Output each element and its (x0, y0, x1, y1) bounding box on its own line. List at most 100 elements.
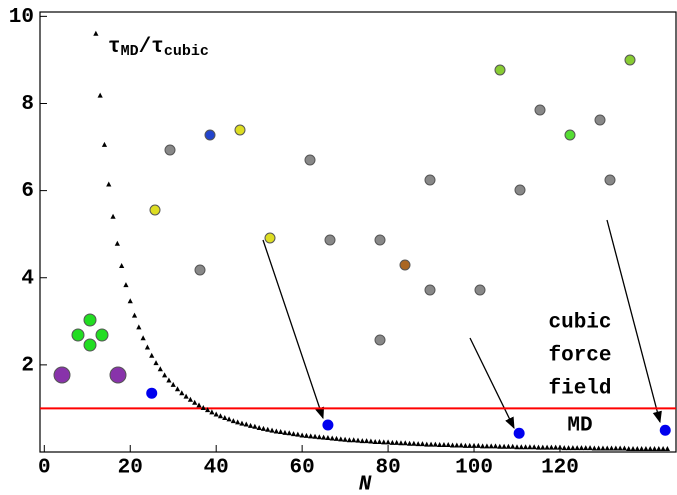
triangle-point (166, 378, 171, 383)
triangle-point (184, 394, 189, 399)
triangle-point (235, 419, 240, 424)
triangle-point (437, 442, 442, 447)
triangle-point (454, 442, 459, 447)
triangle-point (377, 439, 382, 444)
triangle-point (93, 31, 98, 36)
triangle-point (441, 442, 446, 447)
triangle-point (635, 446, 640, 451)
triangle-point (308, 433, 313, 438)
triangle-point (605, 446, 610, 451)
triangle-point (128, 298, 133, 303)
triangle-point (153, 360, 158, 365)
triangle-point (304, 433, 309, 438)
curve-label: τMD/τcubic (108, 36, 209, 60)
triangle-point (467, 443, 472, 448)
triangle-point (575, 445, 580, 450)
triangle-point (497, 444, 502, 449)
triangle-point (446, 442, 451, 447)
triangle-point (665, 446, 670, 451)
triangle-point (338, 436, 343, 441)
triangle-point (407, 441, 412, 446)
triangle-point (463, 443, 468, 448)
triangle-point (484, 443, 489, 448)
triangle-point (579, 445, 584, 450)
triangle-point (226, 416, 231, 421)
triangle-point (630, 446, 635, 451)
data-point (322, 419, 333, 430)
triangle-point (351, 437, 356, 442)
triangle-point (321, 435, 326, 440)
x-axis-label: N (359, 474, 372, 495)
triangle-point (411, 441, 416, 446)
region-label: field (548, 378, 611, 401)
triangle-point (523, 444, 528, 449)
triangle-point (145, 344, 150, 349)
triangle-point (385, 439, 390, 444)
triangle-point (373, 439, 378, 444)
x-tick-label: 100 (455, 457, 493, 480)
triangle-point (596, 446, 601, 451)
triangle-point (123, 282, 128, 287)
triangle-point (171, 382, 176, 387)
triangle-point (514, 444, 519, 449)
triangle-point (493, 443, 498, 448)
triangle-point (214, 412, 219, 417)
region-label: MD (567, 415, 592, 438)
triangle-point (98, 93, 103, 98)
triangle-point (355, 438, 360, 443)
data-point (660, 425, 671, 436)
triangle-point (381, 439, 386, 444)
triangle-point (102, 142, 107, 147)
data-point (146, 388, 157, 399)
x-tick-label: 120 (541, 457, 579, 480)
triangle-point (317, 434, 322, 439)
triangle-point (312, 434, 317, 439)
triangle-point (119, 263, 124, 268)
triangle-point (192, 400, 197, 405)
triangle-point (278, 429, 283, 434)
triangle-point (648, 446, 653, 451)
triangle-point (343, 437, 348, 442)
triangle-point (656, 446, 661, 451)
triangle-point (532, 444, 537, 449)
triangle-point (403, 440, 408, 445)
triangle-point (179, 390, 184, 395)
triangle-point (196, 402, 201, 407)
triangle-point (428, 442, 433, 447)
triangle-point (222, 415, 227, 420)
triangle-point (420, 441, 425, 446)
triangle-point (364, 438, 369, 443)
triangle-point (510, 444, 515, 449)
triangle-point (609, 446, 614, 451)
region-label: force (548, 345, 611, 368)
triangle-point (218, 413, 223, 418)
triangle-point (506, 444, 511, 449)
triangle-point (544, 445, 549, 450)
triangle-point (136, 324, 141, 329)
triangle-point (553, 445, 558, 450)
triangle-point (162, 372, 167, 377)
triangle-point (549, 445, 554, 450)
triangle-point (459, 442, 464, 447)
triangle-point (149, 353, 154, 358)
y-tick-label: 4 (21, 267, 34, 290)
triangle-point (562, 445, 567, 450)
triangle-point (239, 421, 244, 426)
triangle-point (132, 313, 137, 318)
triangle-point (639, 446, 644, 451)
triangle-point (502, 444, 507, 449)
triangle-point (347, 437, 352, 442)
triangle-point (291, 431, 296, 436)
triangle-point (274, 429, 279, 434)
triangle-point (252, 424, 257, 429)
triangle-point (536, 445, 541, 450)
triangle-point (269, 428, 274, 433)
triangle-point (360, 438, 365, 443)
triangle-point (622, 446, 627, 451)
triangle-point (115, 241, 120, 246)
triangle-point (643, 446, 648, 451)
triangle-point (188, 397, 193, 402)
x-tick-label: 40 (204, 457, 229, 480)
y-tick-label: 6 (21, 180, 34, 203)
triangle-point (334, 436, 339, 441)
